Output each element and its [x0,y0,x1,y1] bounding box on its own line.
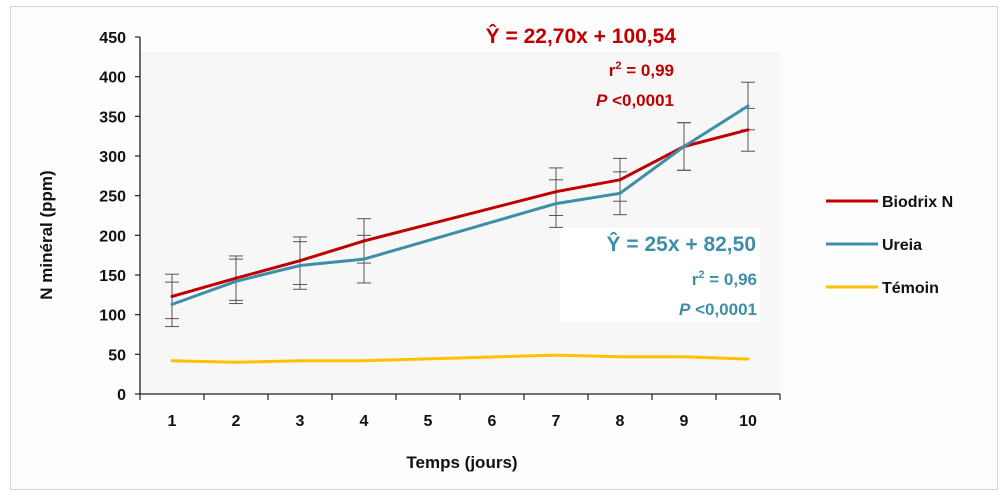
data-point-biodrix-n [170,294,174,298]
data-point-t-moin [362,359,366,363]
data-point-biodrix-n [298,259,302,263]
data-point-biodrix-n [362,239,366,243]
x-tick-label: 6 [488,413,497,430]
x-axis-title: Temps (jours) [406,453,517,472]
data-point-biodrix-n [234,276,238,280]
ureia-p-value: P <0,0001 [679,300,757,319]
y-tick-label: 300 [99,149,126,166]
y-tick-label: 100 [99,308,126,325]
plot-area [140,52,780,394]
series-line-t-moin [171,353,749,364]
chart-frame [10,6,998,490]
data-point-ureia [234,279,238,283]
data-point-ureia [170,302,174,306]
x-tick-label: 2 [232,413,241,430]
data-point-t-moin [170,359,174,363]
data-point-t-moin [682,355,686,359]
biodrix-p-value: P <0,0001 [596,91,674,110]
legend-label-ureia: Ureia [882,237,922,254]
y-tick-label: 450 [99,30,126,47]
x-tick-label: 1 [168,413,177,430]
data-point-biodrix-n [554,190,558,194]
x-tick-label: 9 [680,413,689,430]
data-point-t-moin [746,357,750,361]
biodrix-r2: r2 = 0,99 [609,60,674,80]
data-point-t-moin [618,355,622,359]
x-tick-label: 4 [360,413,369,430]
x-tick-label: 5 [424,413,433,430]
series-lines [170,104,750,364]
series-line-biodrix-n [171,128,749,298]
data-point-ureia [362,257,366,261]
y-tick-label: 200 [99,228,126,245]
x-tick-label: 7 [552,413,561,430]
data-point-biodrix-n [618,178,622,182]
y-axis-title: N minéral (ppm) [37,170,56,299]
data-point-biodrix-n [746,128,750,132]
data-point-ureia [618,191,622,195]
data-point-ureia [682,144,686,148]
data-point-ureia [746,104,750,108]
x-tick-label: 8 [616,413,625,430]
x-tick-label: 3 [296,413,305,430]
legend-label-t-moin: Témoin [882,280,939,297]
y-tick-label: 250 [99,189,126,206]
axes: 0 50 100 150 200 250 300 350 400 450 1 2 3 4 5 6 7 8 9 10 [99,30,781,430]
y-tick-label: 50 [108,347,126,364]
y-tick-label: 400 [99,70,126,87]
y-tick-label: 0 [117,387,126,404]
biodrix-regression-annotation: Ŷ = 22,70x + 100,54 r2 = 0,99 P <0,0001 [486,24,677,110]
ureia-annotation-bg [560,228,760,322]
series-line-ureia [171,104,749,306]
biodrix-equation: Ŷ = 22,70x + 100,54 [486,24,677,48]
data-point-ureia [298,263,302,267]
data-point-ureia [554,202,558,206]
legend-label-biodrix-n: Biodrix N [882,194,953,211]
ureia-r2: r2 = 0,96 [692,269,757,289]
data-point-t-moin [298,359,302,363]
data-point-t-moin [234,360,238,364]
ureia-regression-annotation: Ŷ = 25x + 82,50 r2 = 0,96 P <0,0001 [560,228,760,322]
y-tick-label: 350 [99,109,126,126]
y-tick-label: 150 [99,268,126,285]
data-point-t-moin [554,353,558,357]
x-tick-label: 10 [739,413,757,430]
legend: Biodrix N Ureia Témoin [826,194,953,297]
ureia-equation: Ŷ = 25x + 82,50 [607,232,756,256]
